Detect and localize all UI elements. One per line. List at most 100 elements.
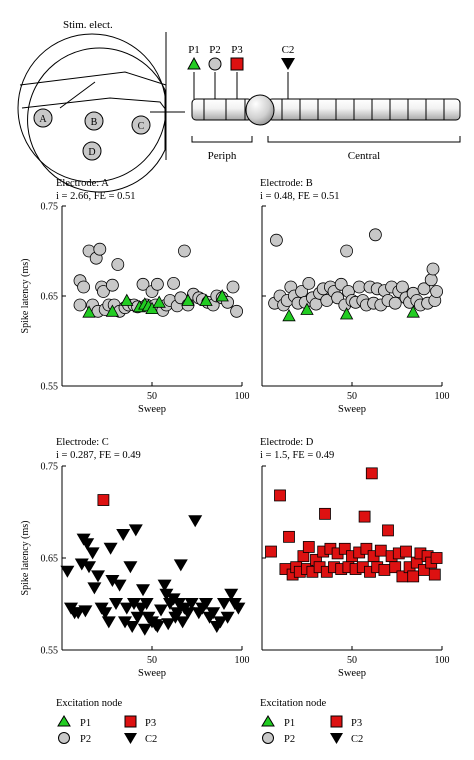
central-label: Central [348, 150, 380, 162]
point-p1 [215, 289, 229, 302]
point-p2 [106, 278, 119, 292]
axon-central-segment [267, 98, 461, 121]
point-c2 [130, 611, 145, 624]
y-tick-label: 0.75 [41, 462, 59, 473]
point-p2 [424, 273, 438, 287]
panel-c: Electrode: C i = 0.287, FE = 0.49 0.750.… [20, 437, 250, 679]
cell-c: C [131, 115, 151, 135]
cell-a-label: A [39, 114, 47, 125]
point-p3 [428, 568, 441, 581]
node-c2-label: C2 [282, 44, 295, 56]
legend-right-p3-label: P3 [351, 718, 362, 729]
cell-d-label: D [88, 147, 95, 158]
layer-line-3 [59, 81, 96, 109]
x-tick-label: 100 [235, 655, 250, 666]
y-axis-label: Spike latency (ms) [20, 521, 31, 596]
layer-line-1 [19, 71, 167, 86]
x-tick-label: 100 [435, 655, 450, 666]
point-p2 [368, 228, 382, 242]
panel-b-subtitle: i = 0.48, FE = 0.51 [260, 191, 340, 202]
panel-b-title: Electrode: B [260, 178, 313, 189]
point-p2 [73, 298, 87, 312]
cell-c-label: C [138, 121, 145, 132]
point-p2 [388, 296, 402, 310]
legend-right-c2-label: C2 [351, 734, 363, 745]
point-c2 [224, 588, 239, 601]
node-p3-label: P3 [231, 44, 243, 56]
point-c2 [123, 561, 138, 574]
legend-left-p3-marker [124, 715, 137, 728]
point-p3 [430, 552, 443, 564]
point-c2 [217, 598, 231, 610]
panel-a-plot: 0.75 0.65 0.55 50 100 Sweep Spike latency (ms) [20, 202, 250, 416]
point-p1 [120, 293, 134, 306]
soma [245, 94, 275, 126]
point-c2 [103, 542, 118, 555]
point-p3 [338, 542, 351, 555]
point-c2 [220, 611, 235, 624]
panel-c-subtitle: i = 0.287, FE = 0.49 [56, 450, 141, 461]
point-c2 [206, 607, 221, 620]
node-p2-label: P2 [209, 44, 221, 56]
panel-b: Electrode: B i = 0.48, FE = 0.51 50 100 Sw… [260, 178, 450, 415]
panel-d: Electrode: D i = 1.5, FE = 0.49 50 100 Swe… [260, 437, 450, 679]
point-c2 [161, 618, 176, 631]
stim-region [17, 33, 166, 183]
axon-node-marks [203, 99, 445, 120]
point-c2 [109, 598, 123, 610]
point-p3 [274, 489, 286, 502]
legend-left: Excitation node P1 P3 P2 C2 [56, 698, 157, 745]
point-c2 [188, 515, 203, 528]
axon-periph-segment [191, 98, 253, 121]
point-p2 [77, 280, 90, 294]
point-p1 [300, 302, 314, 315]
point-p2 [111, 258, 125, 271]
point-p3 [389, 561, 402, 574]
point-p2 [269, 233, 283, 247]
point-c2 [78, 605, 93, 618]
panel-a-title: Electrode: A [56, 178, 109, 189]
y-tick-label: 0.65 [41, 554, 59, 565]
legend-right-p3-marker [330, 715, 343, 728]
x-axis-label: Sweep [138, 668, 166, 679]
point-c2 [150, 621, 165, 633]
point-c2 [80, 538, 95, 551]
point-p2 [417, 282, 431, 296]
stim-label: Stim. elect. [63, 19, 113, 31]
point-p3 [265, 545, 277, 558]
panel-d-title: Electrode: D [260, 437, 314, 448]
point-c2 [118, 616, 132, 629]
point-p2 [150, 277, 164, 291]
point-c2 [139, 598, 154, 610]
point-c2 [87, 582, 102, 595]
point-c2 [128, 524, 143, 537]
legend-left-p2-label: P2 [80, 734, 91, 745]
point-c2 [136, 584, 150, 597]
point-p3 [283, 530, 295, 543]
point-c2 [101, 616, 116, 629]
y-tick-label: 0.55 [41, 382, 59, 393]
point-c2 [82, 561, 96, 574]
point-c2 [157, 579, 172, 592]
point-p3 [358, 510, 371, 523]
legend-left-p1-label: P1 [80, 718, 91, 729]
legend-right-p1-label: P1 [284, 718, 295, 729]
point-c2 [199, 598, 213, 610]
legend-left-p2-marker [58, 732, 70, 744]
point-p2 [93, 242, 107, 256]
x-axis-label: Sweep [138, 404, 166, 415]
node-p2-marker [208, 57, 222, 71]
point-c2 [119, 602, 134, 615]
cell-a: A [33, 108, 53, 128]
point-p3 [407, 570, 420, 583]
point-p3 [319, 507, 331, 520]
panel-b-plot: 50 100 Sweep [261, 205, 450, 415]
point-c2 [159, 588, 174, 601]
point-c2 [231, 602, 246, 615]
node-c2-marker [281, 58, 295, 70]
periph-bracket [191, 136, 253, 143]
point-c2 [85, 547, 100, 560]
point-c2 [175, 616, 190, 629]
x-tick-label: 50 [147, 655, 157, 666]
